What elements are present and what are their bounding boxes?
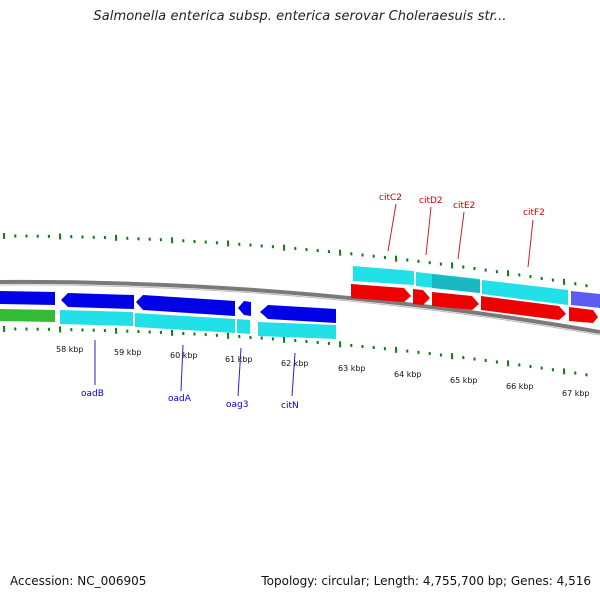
gene-leader-line — [425, 206, 432, 256]
outer-tick-ring — [3, 232, 588, 288]
gene-label-citF2[interactable]: citF2 — [523, 208, 545, 218]
kbp-label: 59 kbp — [114, 348, 142, 357]
gene-label-citC2[interactable]: citC2 — [379, 193, 402, 203]
cyan-gene-segment[interactable] — [60, 310, 133, 326]
gene-oadB-segment[interactable] — [61, 293, 134, 309]
gene-leader-line — [527, 219, 534, 268]
inner-tick-ring — [3, 325, 588, 377]
gene-label-oadA[interactable]: oadA — [168, 394, 192, 404]
gene-leader-line — [237, 347, 242, 397]
kbp-label: 67 kbp — [562, 389, 590, 398]
gene-leader-line — [180, 344, 184, 392]
gene-leader-line — [457, 211, 465, 260]
accession-label: Accession: NC_006905 — [10, 574, 147, 588]
periwinkle-gene-segment[interactable] — [571, 291, 600, 308]
genome-backbone-shadow — [0, 284, 600, 336]
right-feature-track — [351, 266, 600, 323]
kbp-label: 60 kbp — [170, 351, 198, 360]
gene-citF2-segment[interactable] — [481, 296, 566, 320]
gene-leader-line — [387, 203, 397, 252]
cyan-gene-segment[interactable] — [237, 319, 250, 334]
gene-segment[interactable] — [0, 291, 55, 305]
gene-oag3-segment[interactable] — [238, 301, 251, 316]
gene-label-oadB[interactable]: oadB — [81, 389, 104, 399]
gene-label-citE2[interactable]: citE2 — [453, 201, 475, 211]
genome-backbone — [0, 279, 600, 334]
green-gene-segment[interactable] — [0, 309, 55, 322]
gene-labels: oadB oadA oag3 citN citC2 citD2 citE2 ci… — [81, 193, 545, 411]
gene-label-citN[interactable]: citN — [281, 401, 299, 411]
red-gene-segment[interactable] — [569, 307, 598, 323]
kbp-label: 64 kbp — [394, 370, 422, 379]
gene-citN-segment[interactable] — [260, 305, 336, 323]
cyan-gene-segment[interactable] — [353, 266, 414, 285]
gene-label-oag3[interactable]: oag3 — [226, 400, 248, 410]
kbp-label: 61 kbp — [225, 355, 253, 364]
kbp-label: 63 kbp — [338, 364, 366, 373]
cyan-gene-segment[interactable] — [258, 322, 336, 339]
gene-citC2-segment[interactable] — [351, 284, 411, 302]
kbp-ruler: 58 kbp 59 kbp 60 kbp 61 kbp 62 kbp 63 kb… — [56, 345, 590, 398]
kbp-label: 66 kbp — [506, 382, 534, 391]
left-feature-track — [0, 291, 336, 339]
genome-summary-label: Topology: circular; Length: 4,755,700 bp… — [261, 574, 591, 588]
gene-oadA-segment[interactable] — [136, 295, 235, 316]
map-title: Salmonella enterica subsp. enterica sero… — [93, 9, 507, 24]
gene-citE2-segment[interactable] — [432, 292, 479, 310]
cyan-gene-segment[interactable] — [482, 280, 568, 305]
cyan-dark-gene-segment[interactable] — [432, 274, 480, 293]
kbp-label: 65 kbp — [450, 376, 478, 385]
gene-label-citD2[interactable]: citD2 — [419, 196, 443, 206]
cyan-gene-segment[interactable] — [135, 313, 235, 333]
gene-citD2-segment[interactable] — [413, 289, 430, 305]
gene-leader-line — [291, 352, 296, 397]
kbp-label: 58 kbp — [56, 345, 84, 354]
